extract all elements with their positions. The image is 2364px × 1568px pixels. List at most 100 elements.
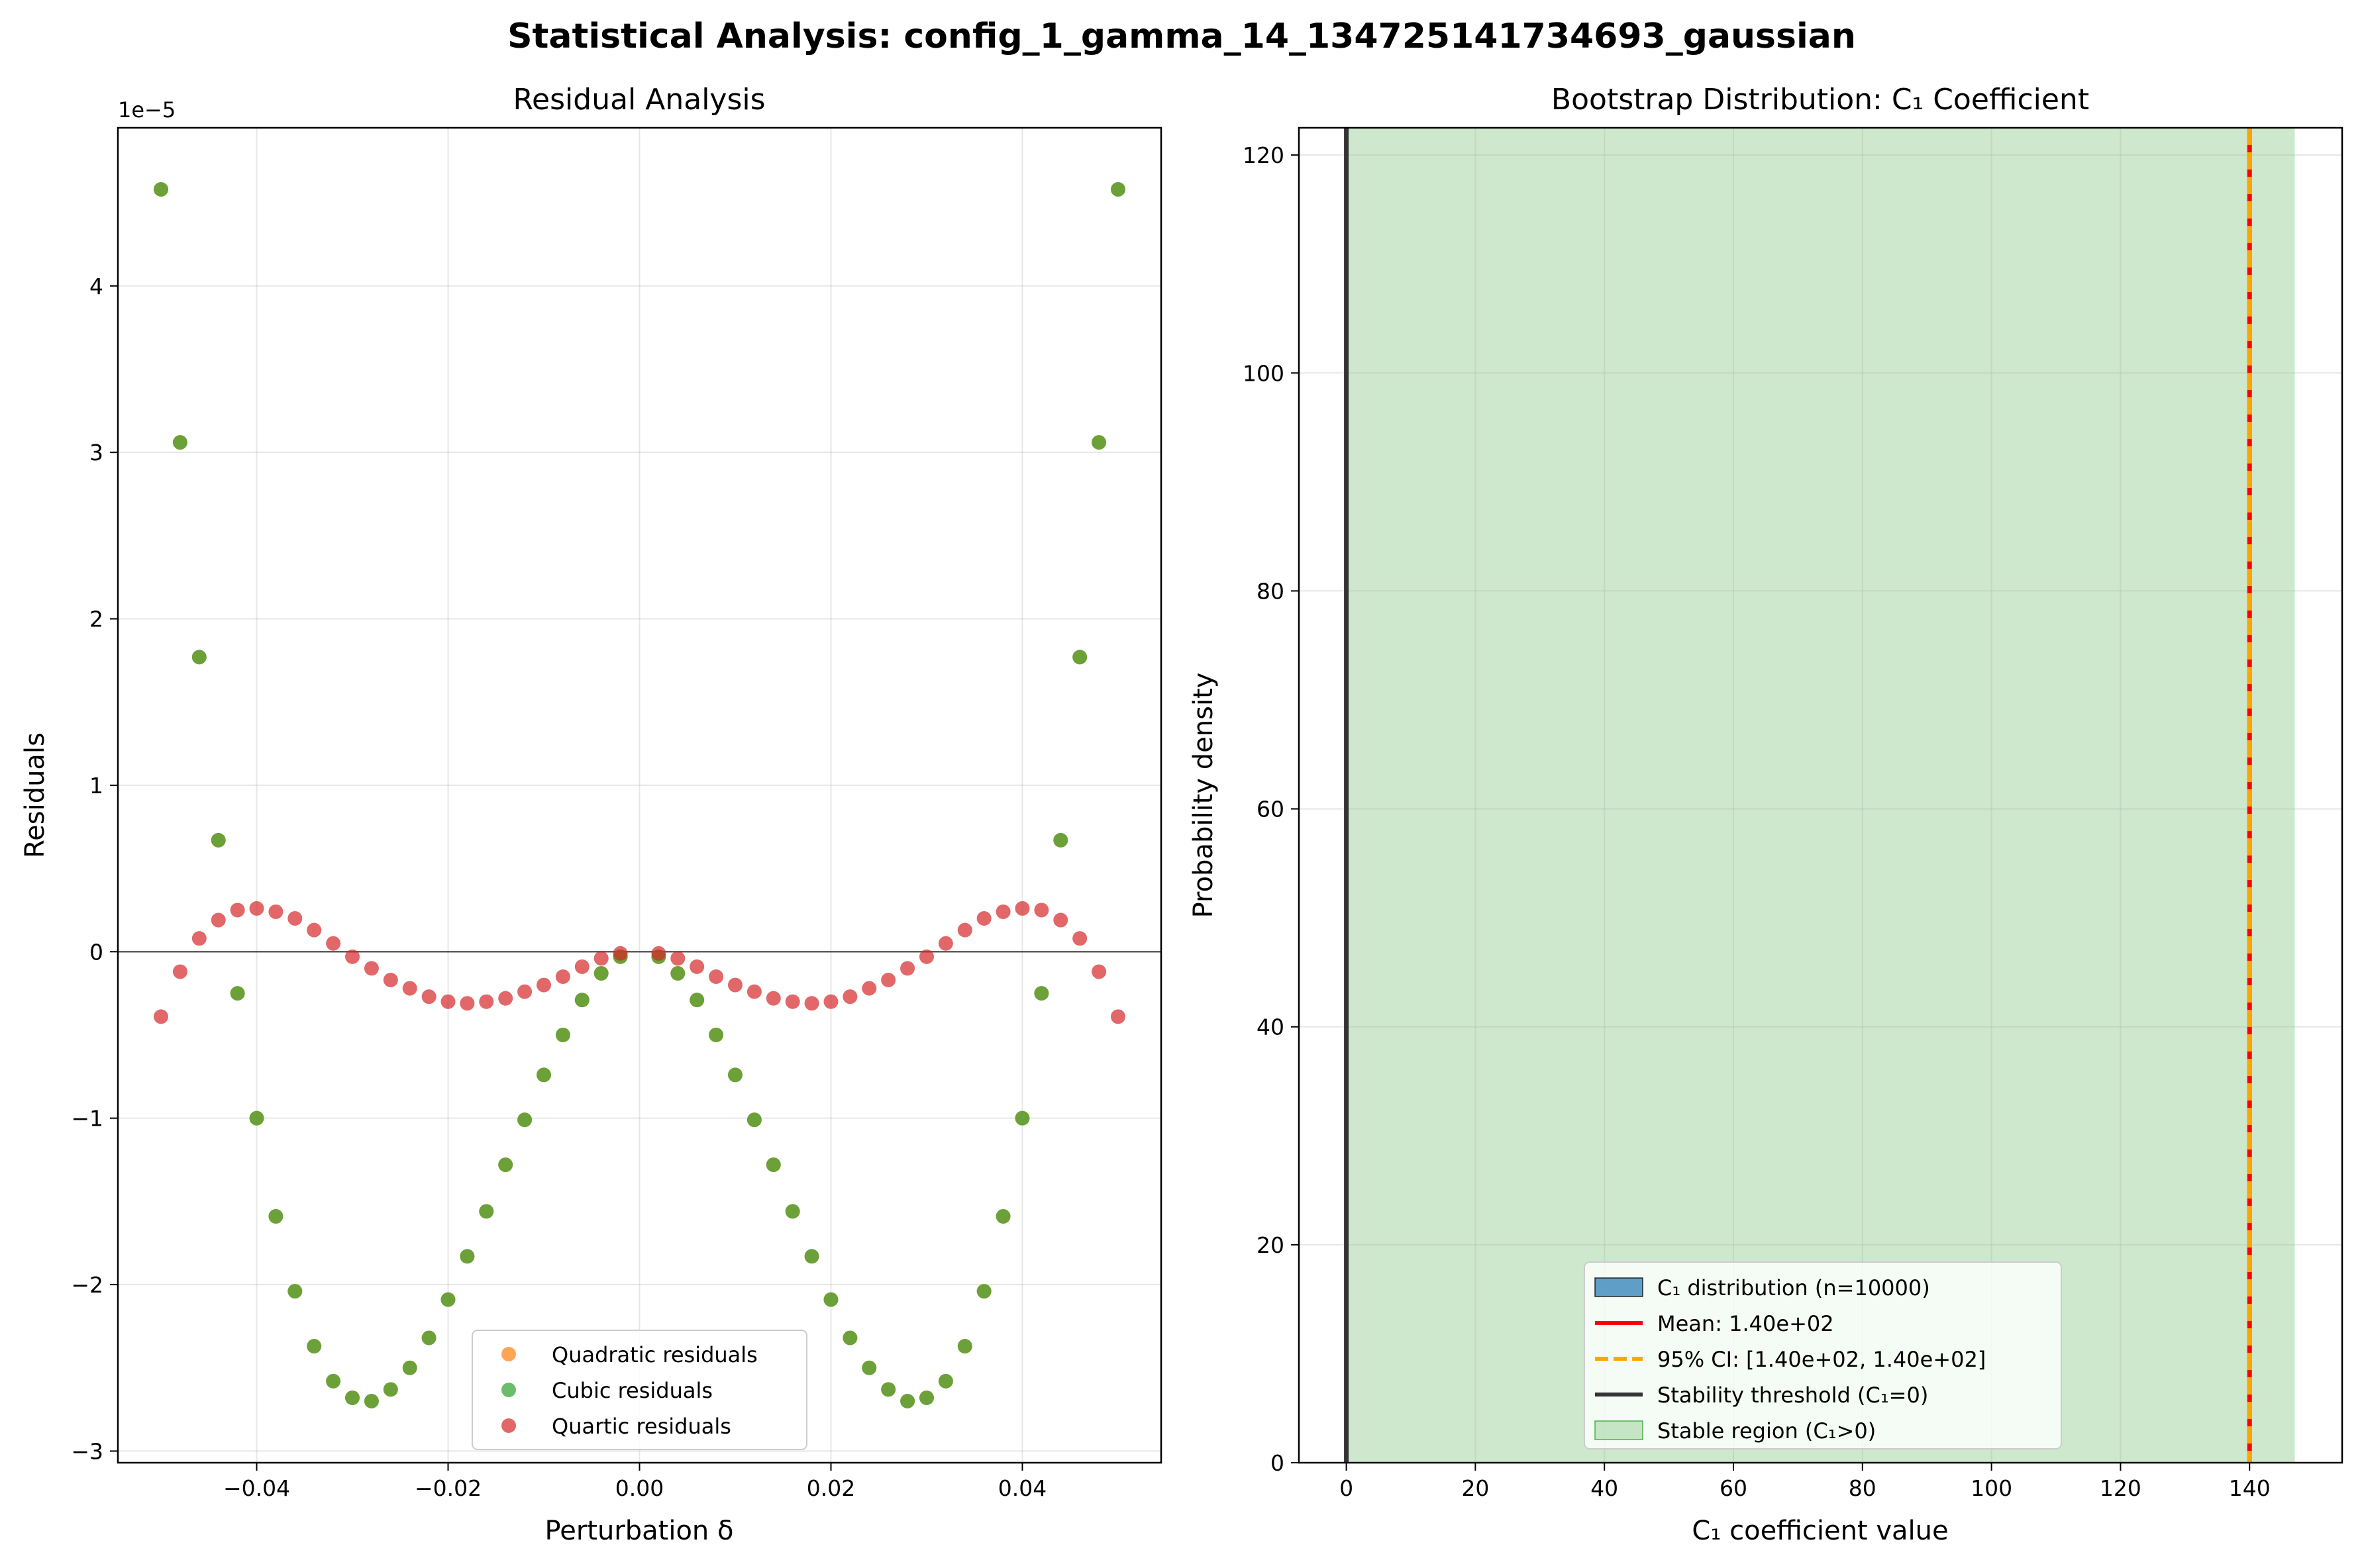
right-y-tick-label: 0 <box>1270 1450 1284 1476</box>
left-y-offset-label: 1e−5 <box>118 97 176 122</box>
left-legend-marker <box>501 1383 516 1397</box>
scatter-point-cubic <box>479 1204 494 1219</box>
left-y-ticks: −3 −2 −1 0 1 2 3 4 <box>71 273 118 1464</box>
left-x-tick-label: 0.02 <box>807 1475 855 1501</box>
scatter-point-quartic <box>593 951 609 966</box>
scatter-point-quartic <box>268 904 283 919</box>
scatter-point-quartic <box>287 911 303 926</box>
left-y-axis-label: Residuals <box>20 732 50 858</box>
scatter-point-cubic <box>1015 1110 1030 1126</box>
scatter-point-quartic <box>881 973 896 988</box>
scatter-point-quartic <box>574 959 590 974</box>
scatter-point-cubic <box>440 1292 456 1307</box>
scatter-point-quartic <box>785 994 800 1009</box>
scatter-point-cubic <box>766 1157 781 1173</box>
right-legend-label: Stable region (C₁>0) <box>1657 1418 1876 1444</box>
scatter-point-quartic <box>440 994 456 1009</box>
right-x-tick-label: 120 <box>2100 1475 2141 1501</box>
scatter-point-cubic <box>996 1208 1011 1224</box>
right-x-tick-label: 140 <box>2229 1475 2271 1501</box>
scatter-point-quartic <box>154 1009 169 1024</box>
scatter-point-cubic <box>1110 182 1125 197</box>
scatter-point-cubic <box>517 1112 533 1128</box>
scatter-point-cubic <box>364 1393 379 1408</box>
scatter-point-cubic <box>862 1360 877 1375</box>
left-y-tick-label: 4 <box>89 273 103 299</box>
right-y-tick-label: 40 <box>1257 1014 1284 1040</box>
left-legend-label: Quartic residuals <box>552 1414 731 1439</box>
left-legend-marker <box>501 1418 516 1433</box>
scatter-point-cubic <box>1053 832 1068 848</box>
scatter-point-quartic <box>555 969 570 984</box>
scatter-point-quartic <box>249 901 264 916</box>
scatter-point-quartic <box>727 977 743 993</box>
scatter-point-quartic <box>230 903 245 918</box>
right-y-tick-label: 100 <box>1243 360 1284 386</box>
scatter-point-cubic <box>881 1382 896 1397</box>
left-y-tick-label: −2 <box>71 1272 103 1298</box>
scatter-point-cubic <box>460 1249 475 1264</box>
scatter-point-cubic <box>211 832 226 848</box>
scatter-point-quartic <box>651 946 666 961</box>
scatter-point-quartic <box>709 969 724 984</box>
right-y-tick-label: 80 <box>1257 578 1284 604</box>
left-legend-label: Quadratic residuals <box>552 1342 758 1367</box>
scatter-point-quartic <box>1072 931 1088 946</box>
scatter-point-quartic <box>191 931 207 946</box>
right-x-tick-label: 100 <box>1971 1475 2012 1501</box>
scatter-point-cubic <box>1092 435 1107 450</box>
scatter-point-cubic <box>957 1339 972 1354</box>
scatter-point-quartic <box>498 991 513 1006</box>
scatter-point-cubic <box>172 435 187 450</box>
scatter-point-quartic <box>690 959 705 974</box>
right-x-tick-label: 40 <box>1590 1475 1618 1501</box>
scatter-point-quartic <box>383 973 398 988</box>
left-x-tick-label: 0.04 <box>998 1475 1047 1501</box>
right-x-axis-label: C₁ coefficient value <box>1692 1516 1948 1546</box>
right-legend-box <box>1584 1261 2062 1449</box>
right-legend-swatch <box>1594 1420 1643 1440</box>
scatter-point-cubic <box>1034 986 1049 1001</box>
scatter-point-quartic <box>1053 912 1068 928</box>
right-legend-label: Stability threshold (C₁=0) <box>1657 1383 1928 1408</box>
right-x-tick-label: 80 <box>1849 1475 1876 1501</box>
scatter-point-quartic <box>843 989 858 1004</box>
right-legend-label: 95% CI: [1.40e+02, 1.40e+02] <box>1657 1347 1986 1372</box>
scatter-point-quartic <box>517 984 533 999</box>
scatter-point-quartic <box>537 977 552 993</box>
scatter-point-quartic <box>460 996 475 1011</box>
scatter-point-cubic <box>938 1373 953 1389</box>
scatter-point-cubic <box>421 1330 437 1346</box>
scatter-point-cubic <box>230 986 245 1001</box>
right-chart-title: Bootstrap Distribution: C₁ Coefficient <box>1551 83 2089 117</box>
left-scatter-points <box>154 182 1125 1408</box>
scatter-point-cubic <box>593 965 609 981</box>
left-x-tick-label: −0.04 <box>223 1475 290 1501</box>
scatter-point-cubic <box>746 1112 762 1128</box>
left-legend-label: Cubic residuals <box>552 1378 713 1403</box>
scatter-point-cubic <box>326 1373 341 1389</box>
scatter-point-cubic <box>268 1208 283 1224</box>
left-y-tick-label: −3 <box>71 1438 103 1464</box>
left-y-tick-label: 1 <box>89 773 103 799</box>
scatter-point-cubic <box>555 1027 570 1042</box>
right-x-tick-label: 60 <box>1720 1475 1747 1501</box>
left-x-ticks: −0.04 −0.02 0.00 0.02 0.04 <box>223 1463 1047 1501</box>
right-y-tick-label: 60 <box>1257 797 1284 822</box>
right-reference-lines <box>1344 128 2252 1463</box>
left-chart-title: Residual Analysis <box>513 83 765 117</box>
left-y-tick-label: 3 <box>89 440 103 466</box>
scatter-point-quartic <box>1034 903 1049 918</box>
right-x-tick-label: 0 <box>1339 1475 1353 1501</box>
right-y-axis-label: Probability density <box>1188 673 1219 918</box>
scatter-point-quartic <box>957 922 972 938</box>
scatter-point-cubic <box>670 965 686 981</box>
bootstrap-distribution-panel: 0 20 40 60 80 100 120 140 0 20 40 60 80 100 120 Boots… <box>1188 83 2343 1546</box>
figure-suptitle: Statistical Analysis: config_1_gamma_14_… <box>507 17 1856 56</box>
scatter-point-cubic <box>804 1249 819 1264</box>
scatter-point-quartic <box>421 989 437 1004</box>
scatter-point-cubic <box>402 1360 417 1375</box>
scatter-point-quartic <box>862 981 877 996</box>
scatter-point-quartic <box>402 981 417 996</box>
